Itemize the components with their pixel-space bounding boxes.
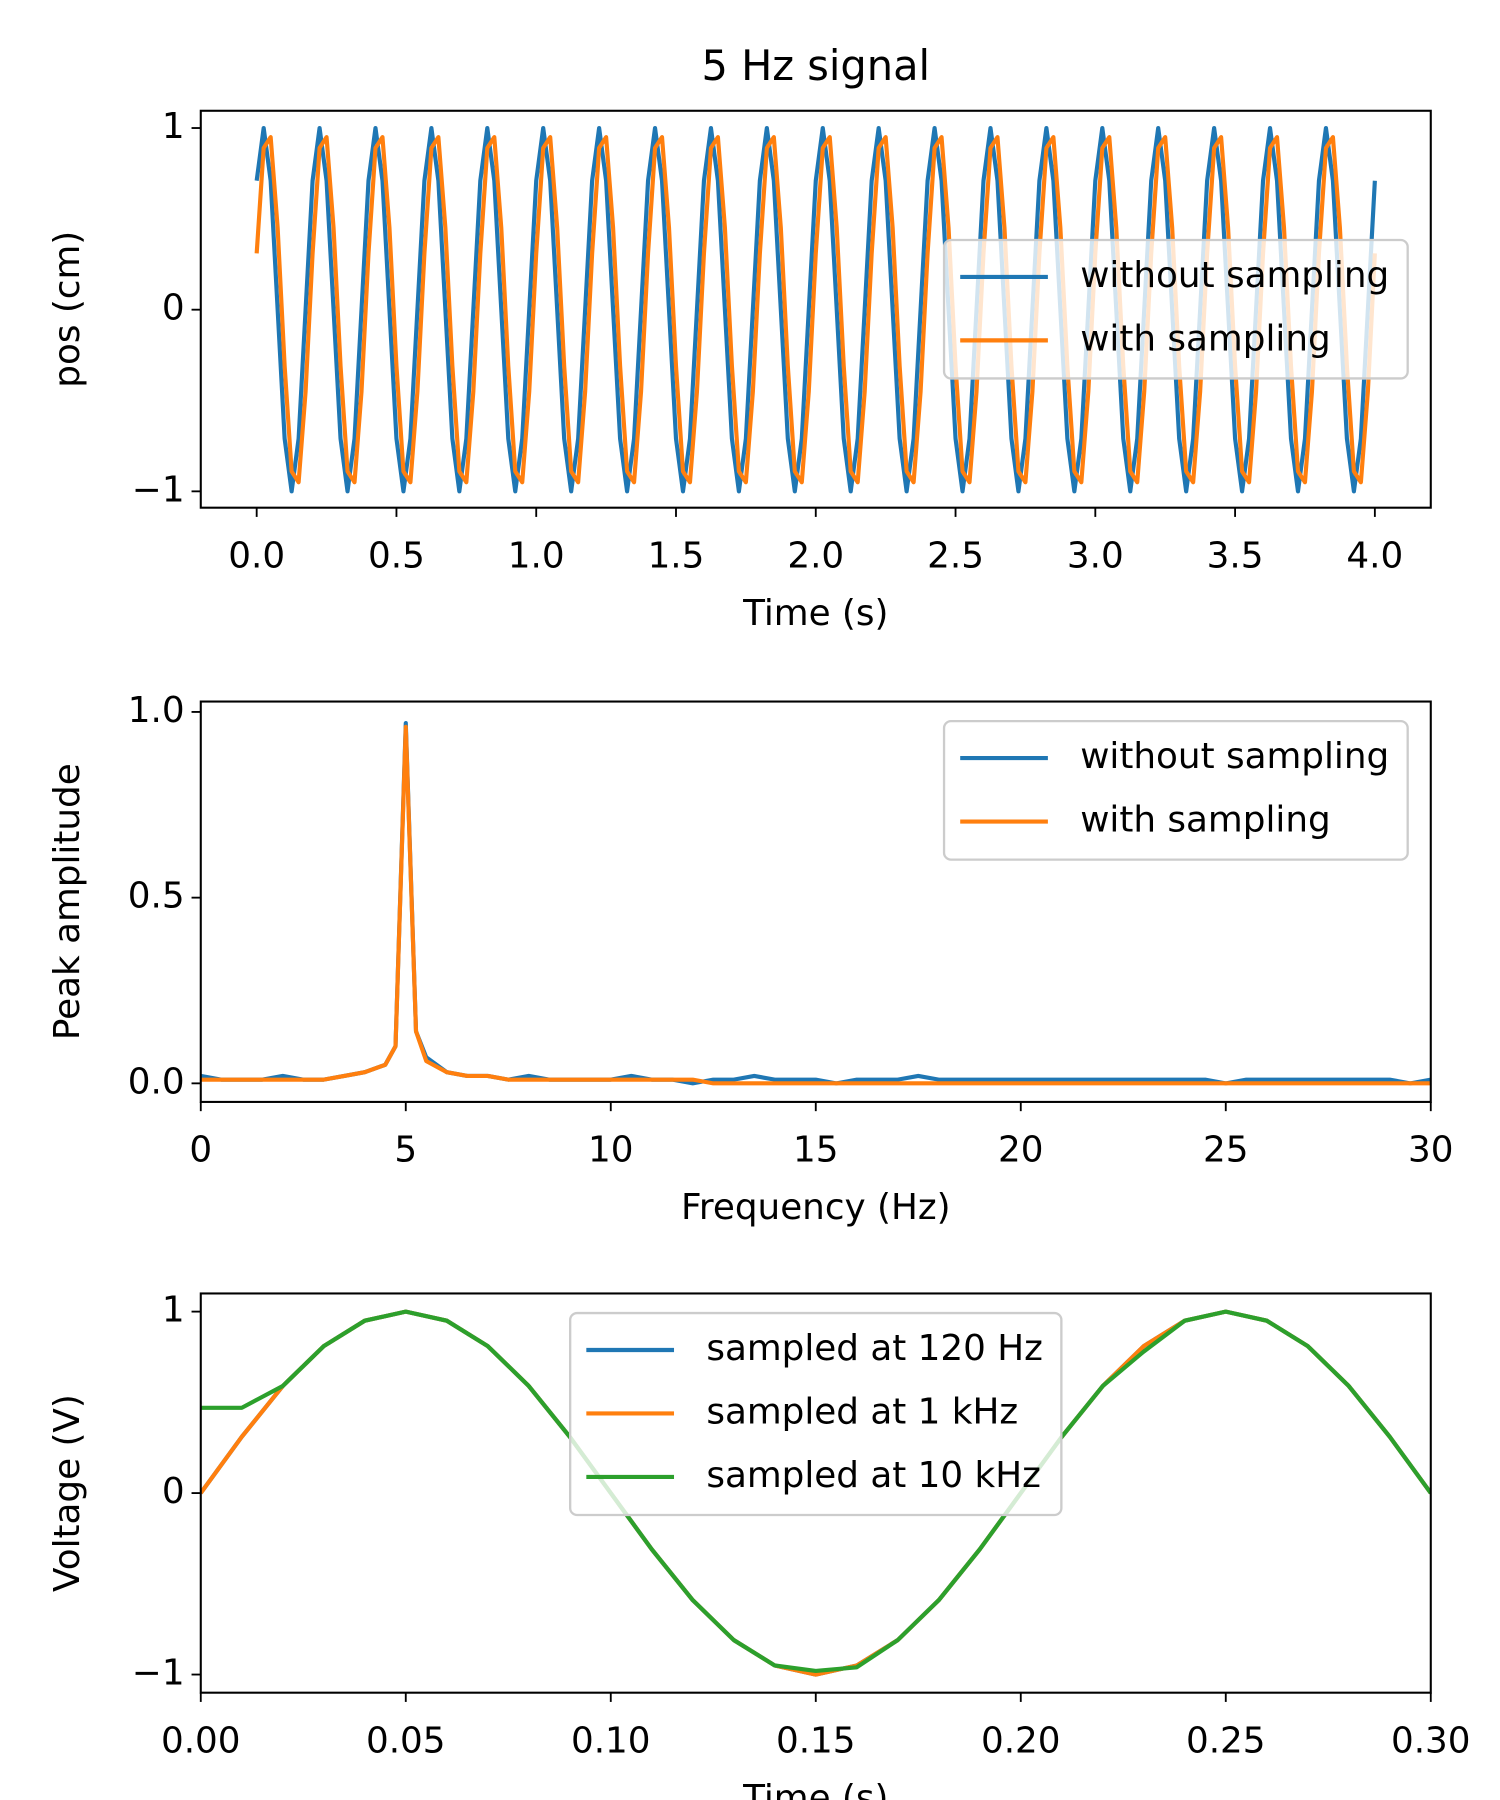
x-tick-label: 0.30 bbox=[1391, 1720, 1471, 1761]
y-axis-label: Peak amplitude bbox=[47, 763, 88, 1040]
axes-frame bbox=[199, 109, 1432, 509]
x-tick-label: 3.0 bbox=[1067, 535, 1124, 576]
legend-box bbox=[942, 238, 1409, 380]
x-tick-label: 0.5 bbox=[368, 535, 425, 576]
x-tick-label: 0.20 bbox=[981, 1720, 1061, 1761]
series-line bbox=[254, 135, 1377, 485]
x-tick-label: 10 bbox=[588, 1130, 634, 1171]
y-tick-label: −1 bbox=[132, 1653, 185, 1694]
axes: 5 Hz signal 0.0 0.5 1.0 1.5 2.0 2.5 3.0 3.5 4.0 −1… bbox=[47, 41, 1432, 634]
y-tick-label: 1 bbox=[162, 106, 185, 147]
y-tick-label: 0 bbox=[162, 1471, 185, 1512]
x-tick-label: 4.0 bbox=[1346, 535, 1403, 576]
x-tick-label: 1.5 bbox=[648, 535, 705, 576]
chart-title: 5 Hz signal bbox=[701, 41, 930, 90]
y-tick-label: −1 bbox=[132, 469, 185, 510]
y-tick-label: 0.0 bbox=[128, 1061, 185, 1102]
x-tick-label: 0.05 bbox=[366, 1720, 446, 1761]
x-tick-label: 0 bbox=[189, 1130, 212, 1171]
legend-label: with sampling bbox=[1080, 800, 1330, 841]
x-tick-label: 0.10 bbox=[571, 1720, 651, 1761]
x-tick-label: 2.0 bbox=[787, 535, 844, 576]
y-axis-label: pos (cm) bbox=[47, 231, 88, 388]
y-tick-label: 0.5 bbox=[128, 876, 185, 917]
legend: without sampling with sampling bbox=[942, 238, 1409, 380]
x-tick-label: 0.00 bbox=[161, 1720, 241, 1761]
x-tick-label: 2.5 bbox=[927, 535, 984, 576]
x-axis-label: Time (s) bbox=[742, 593, 888, 634]
x-tick-label: 1.0 bbox=[508, 535, 565, 576]
x-tick-label: 25 bbox=[1203, 1130, 1249, 1171]
axes-frame bbox=[199, 700, 1432, 1103]
legend: without sampling with sampling bbox=[942, 720, 1409, 861]
legend-label: without sampling bbox=[1080, 255, 1389, 296]
x-tick-label: 0.15 bbox=[776, 1720, 856, 1761]
x-tick-label: 3.5 bbox=[1207, 535, 1264, 576]
x-tick-label: 0.0 bbox=[228, 535, 285, 576]
x-tick-label: 30 bbox=[1408, 1130, 1454, 1171]
axes: 0 5 10 15 20 25 30 0.0 0.5 1.0 Frequency (Hz) Peak … bbox=[47, 690, 1453, 1228]
y-axis-label: Voltage (V) bbox=[47, 1394, 88, 1592]
x-axis-label: Time (s) bbox=[742, 1778, 888, 1800]
axes-frame bbox=[199, 1292, 1432, 1694]
x-tick-label: 15 bbox=[793, 1130, 839, 1171]
legend-box bbox=[942, 720, 1409, 861]
y-tick-label: 1.0 bbox=[128, 690, 185, 731]
legend-label: sampled at 10 kHz bbox=[706, 1455, 1041, 1496]
x-tick-label: 5 bbox=[394, 1130, 417, 1171]
x-axis-label: Frequency (Hz) bbox=[681, 1187, 951, 1228]
y-tick-label: 1 bbox=[162, 1290, 185, 1331]
series-line bbox=[200, 1309, 1431, 1673]
x-tick-label: 0.25 bbox=[1186, 1720, 1266, 1761]
y-tick-label: 0 bbox=[162, 288, 185, 329]
legend: sampled at 120 Hz sampled at 1 kHz sampled… bbox=[569, 1311, 1063, 1517]
legend-label: sampled at 120 Hz bbox=[706, 1328, 1043, 1369]
axes: 0.00 0.05 0.10 0.15 0.20 0.25 0.30 −1 0 1 Time (s)… bbox=[47, 1290, 1470, 1800]
legend-label: with sampling bbox=[1080, 318, 1330, 359]
series-line bbox=[200, 724, 1431, 1086]
legend-label: sampled at 1 kHz bbox=[706, 1391, 1018, 1432]
legend-label: without sampling bbox=[1080, 736, 1389, 777]
legend-box bbox=[569, 1311, 1063, 1517]
x-tick-label: 20 bbox=[998, 1130, 1044, 1171]
